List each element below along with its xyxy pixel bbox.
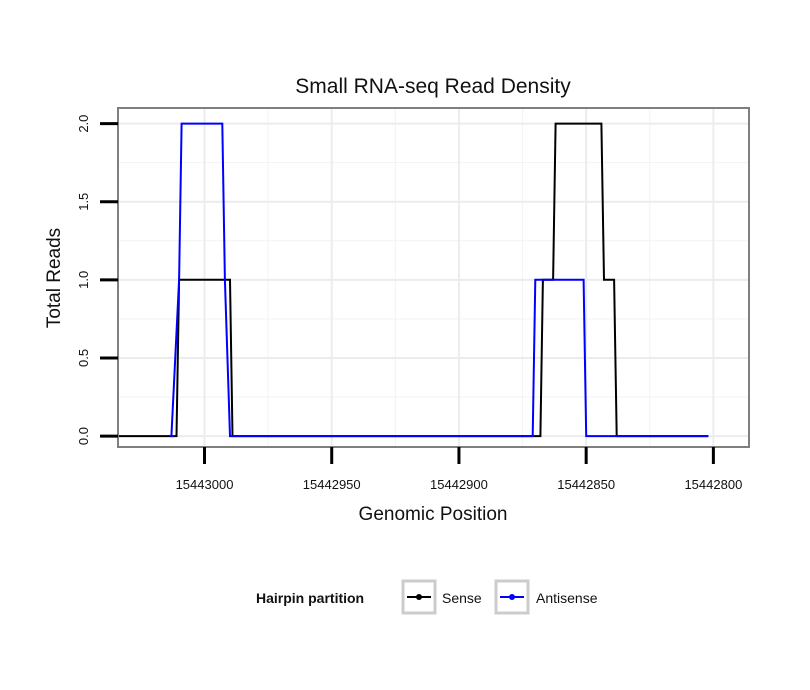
x-tick-label: 15442800 (684, 477, 742, 492)
legend-label-sense: Sense (442, 590, 482, 606)
legend-item-sense: Sense (401, 579, 482, 615)
x-tick-label: 15442900 (430, 477, 488, 492)
legend-label-antisense: Antisense (536, 590, 598, 606)
x-tick-label: 15442950 (303, 477, 361, 492)
y-tick-label: 0.5 (76, 349, 91, 367)
x-tick-label: 15442850 (557, 477, 615, 492)
legend-title: Hairpin partition (256, 590, 364, 606)
legend-point-sense (416, 594, 422, 600)
x-tick-label: 15443000 (176, 477, 234, 492)
y-axis-title: Total Reads (44, 228, 65, 328)
plot-area: 15443000 15442950 15442900 15442850 15442800… (76, 107, 750, 492)
series-line-antisense (170, 122, 709, 438)
y-tick-label: 1.0 (76, 271, 91, 289)
y-tick-label: 1.5 (76, 193, 91, 211)
chart-title: Small RNA-seq Read Density (295, 75, 571, 98)
legend-point-antisense (509, 594, 515, 600)
plot-panel-border (117, 107, 750, 448)
y-tick-label: 0.0 (76, 427, 91, 445)
y-tick-label: 2.0 (76, 115, 91, 133)
legend: Hairpin partition Sense Antisense (256, 579, 598, 615)
x-axis-title: Genomic Position (359, 504, 508, 525)
legend-item-antisense: Antisense (494, 579, 598, 615)
